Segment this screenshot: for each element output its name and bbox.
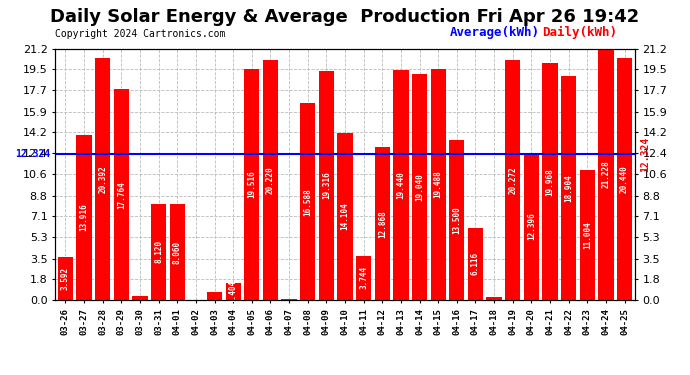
- Bar: [561, 76, 576, 300]
- Text: 19.968: 19.968: [546, 168, 555, 195]
- Bar: [486, 297, 502, 300]
- Bar: [132, 296, 148, 300]
- Bar: [598, 48, 613, 300]
- Text: 13.500: 13.500: [453, 206, 462, 234]
- Text: Daily Solar Energy & Average  Production Fri Apr 26 19:42: Daily Solar Energy & Average Production …: [50, 8, 640, 26]
- Bar: [77, 135, 92, 300]
- Bar: [319, 71, 334, 300]
- Bar: [170, 204, 185, 300]
- Text: 3.592: 3.592: [61, 267, 70, 290]
- Text: 3.744: 3.744: [359, 266, 368, 290]
- Bar: [617, 58, 632, 300]
- Text: 12.868: 12.868: [377, 210, 387, 238]
- Text: 12.324: 12.324: [640, 136, 651, 172]
- Text: 12.324: 12.324: [15, 149, 50, 159]
- Bar: [263, 60, 278, 300]
- Bar: [449, 140, 464, 300]
- Text: 19.040: 19.040: [415, 173, 424, 201]
- Text: Copyright 2024 Cartronics.com: Copyright 2024 Cartronics.com: [55, 29, 226, 39]
- Bar: [282, 298, 297, 300]
- Text: 8.120: 8.120: [154, 240, 163, 264]
- Text: 12.396: 12.396: [527, 213, 536, 240]
- Bar: [114, 90, 129, 300]
- Bar: [468, 228, 483, 300]
- Bar: [542, 63, 558, 300]
- Bar: [58, 257, 73, 300]
- Text: 8.060: 8.060: [172, 241, 181, 264]
- Bar: [375, 147, 390, 300]
- Text: Daily(kWh): Daily(kWh): [542, 26, 617, 39]
- Bar: [524, 153, 539, 300]
- Text: 20.392: 20.392: [98, 165, 107, 193]
- Text: 6.116: 6.116: [471, 252, 480, 275]
- Text: 20.220: 20.220: [266, 166, 275, 194]
- Bar: [505, 60, 520, 300]
- Bar: [226, 284, 241, 300]
- Text: 19.488: 19.488: [434, 171, 443, 198]
- Bar: [431, 69, 446, 300]
- Bar: [244, 69, 259, 300]
- Text: 21.228: 21.228: [602, 160, 611, 188]
- Bar: [151, 204, 166, 300]
- Text: 11.004: 11.004: [583, 221, 592, 249]
- Bar: [95, 58, 110, 300]
- Bar: [337, 133, 353, 300]
- Bar: [393, 70, 408, 300]
- Text: 1.404: 1.404: [228, 280, 237, 303]
- Bar: [300, 104, 315, 300]
- Text: 18.904: 18.904: [564, 174, 573, 202]
- Bar: [412, 74, 427, 300]
- Bar: [580, 170, 595, 300]
- Text: 20.272: 20.272: [509, 166, 518, 194]
- Text: 19.316: 19.316: [322, 172, 331, 200]
- Bar: [207, 292, 222, 300]
- Text: 14.104: 14.104: [340, 202, 350, 230]
- Text: 19.516: 19.516: [247, 171, 256, 198]
- Text: 20.440: 20.440: [620, 165, 629, 193]
- Text: 17.764: 17.764: [117, 181, 126, 209]
- Text: Average(kWh): Average(kWh): [449, 26, 540, 39]
- Text: 13.916: 13.916: [79, 204, 88, 231]
- Bar: [356, 256, 371, 300]
- Text: 19.440: 19.440: [397, 171, 406, 199]
- Text: 16.588: 16.588: [303, 188, 313, 216]
